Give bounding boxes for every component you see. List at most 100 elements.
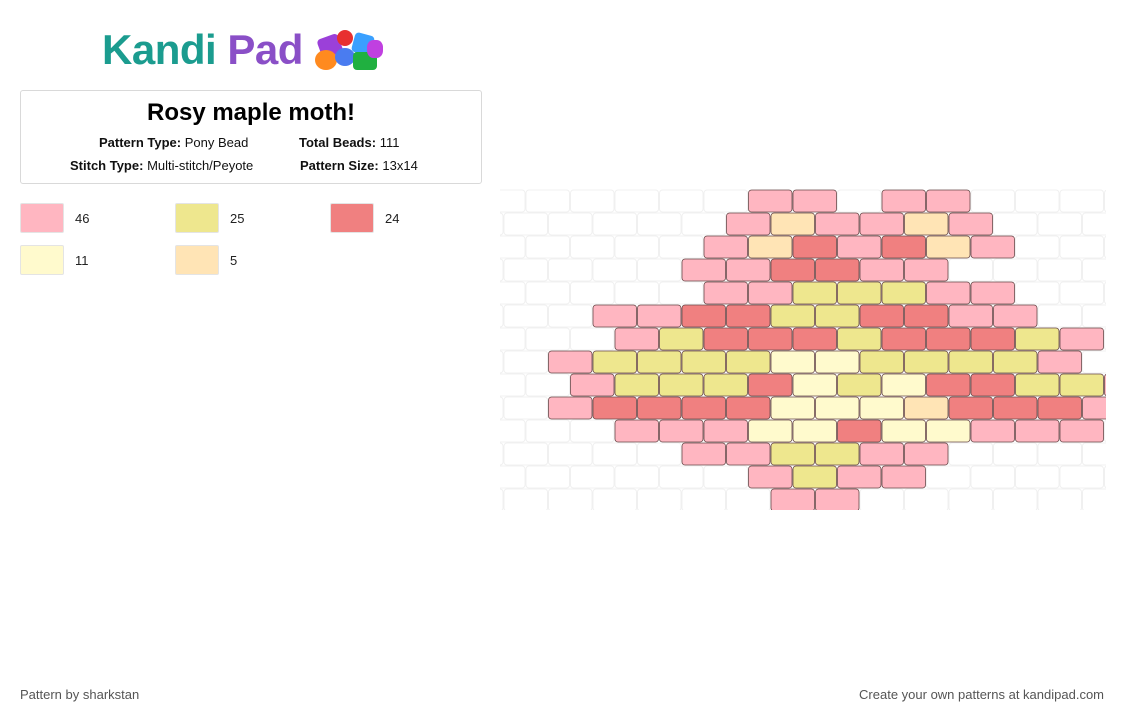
bead	[881, 235, 926, 259]
empty-bead-cell	[726, 488, 771, 510]
bead	[993, 304, 1038, 328]
bead	[703, 419, 748, 443]
bead	[815, 488, 860, 510]
bead	[815, 350, 860, 374]
pattern-title: Rosy maple moth!	[146, 99, 356, 126]
bead	[703, 235, 748, 259]
empty-bead-cell	[525, 373, 570, 397]
bead	[1037, 350, 1082, 374]
bead	[1015, 419, 1060, 443]
empty-bead-cell	[500, 488, 504, 510]
empty-bead-cell	[570, 419, 615, 443]
bead	[970, 281, 1015, 305]
bead	[881, 189, 926, 213]
bead	[637, 350, 682, 374]
bead	[748, 189, 793, 213]
empty-bead-cell	[614, 465, 659, 489]
bead	[881, 373, 926, 397]
bead	[926, 327, 971, 351]
color-swatch	[175, 245, 219, 275]
stitch-type: Stitch Type: Multi-stitch/Peyote	[70, 158, 254, 173]
bead	[726, 304, 771, 328]
empty-bead-cell	[525, 281, 570, 305]
create-patterns-link[interactable]: Create your own patterns at kandipad.com	[859, 687, 1104, 702]
empty-bead-cell	[1082, 442, 1106, 466]
empty-bead-cell	[1037, 212, 1082, 236]
bead	[703, 281, 748, 305]
bead	[770, 396, 815, 420]
empty-bead-cell	[703, 189, 748, 213]
bead	[859, 442, 904, 466]
color-swatch	[175, 203, 219, 233]
bead	[1059, 373, 1104, 397]
empty-bead-cell	[1104, 235, 1106, 259]
bead	[681, 304, 726, 328]
bead	[926, 189, 971, 213]
empty-bead-cell	[659, 465, 704, 489]
bead	[659, 327, 704, 351]
bead	[770, 258, 815, 282]
bead	[837, 419, 882, 443]
bead	[748, 465, 793, 489]
bead	[726, 350, 771, 374]
bead	[792, 419, 837, 443]
bead	[948, 212, 993, 236]
empty-bead-cell	[993, 212, 1038, 236]
bead	[904, 258, 949, 282]
color-swatch	[20, 245, 64, 275]
legend-item: 25	[175, 203, 244, 233]
empty-bead-cell	[1104, 419, 1106, 443]
empty-bead-cell	[500, 235, 526, 259]
empty-bead-cell	[500, 327, 526, 351]
bead	[726, 258, 771, 282]
empty-bead-cell	[1015, 465, 1060, 489]
color-swatch	[330, 203, 374, 233]
empty-bead-cell	[1082, 304, 1106, 328]
empty-bead-cell	[525, 189, 570, 213]
pattern-info-card: Rosy maple moth! Pattern Type: Pony Bead…	[20, 90, 482, 184]
bead	[926, 373, 971, 397]
total-beads: Total Beads: 111	[299, 135, 400, 150]
legend-item: 24	[330, 203, 399, 233]
bead	[1082, 396, 1106, 420]
empty-bead-cell	[614, 281, 659, 305]
empty-bead-cell	[1104, 465, 1106, 489]
empty-bead-cell	[525, 465, 570, 489]
bead-count: 24	[385, 210, 400, 226]
bead	[970, 373, 1015, 397]
bead	[592, 396, 637, 420]
empty-bead-cell	[500, 350, 504, 374]
empty-bead-cell	[1104, 189, 1106, 213]
bead	[926, 235, 971, 259]
bead	[792, 235, 837, 259]
empty-bead-cell	[592, 258, 637, 282]
bead	[837, 373, 882, 397]
bead	[703, 327, 748, 351]
legend-item: 11	[20, 245, 89, 275]
color-swatch	[20, 203, 64, 233]
empty-bead-cell	[570, 235, 615, 259]
empty-bead-cell	[500, 465, 526, 489]
bead	[748, 281, 793, 305]
empty-bead-cell	[1104, 281, 1106, 305]
bead	[614, 327, 659, 351]
empty-bead-cell	[614, 189, 659, 213]
kandipad-logo[interactable]: Kandi Pad	[102, 26, 385, 74]
bead	[748, 373, 793, 397]
empty-bead-cell	[1015, 235, 1060, 259]
bead	[614, 373, 659, 397]
bead	[1037, 396, 1082, 420]
empty-bead-cell	[637, 488, 682, 510]
empty-bead-cell	[503, 488, 548, 510]
bead	[592, 304, 637, 328]
empty-bead-cell	[1082, 488, 1106, 510]
bead-pattern-grid	[500, 189, 1106, 510]
bead	[1059, 419, 1104, 443]
bead-count: 11	[75, 252, 89, 268]
empty-bead-cell	[1059, 235, 1104, 259]
bead	[637, 396, 682, 420]
empty-bead-cell	[1015, 189, 1060, 213]
empty-bead-cell	[614, 235, 659, 259]
bead	[859, 258, 904, 282]
bead	[1059, 327, 1104, 351]
